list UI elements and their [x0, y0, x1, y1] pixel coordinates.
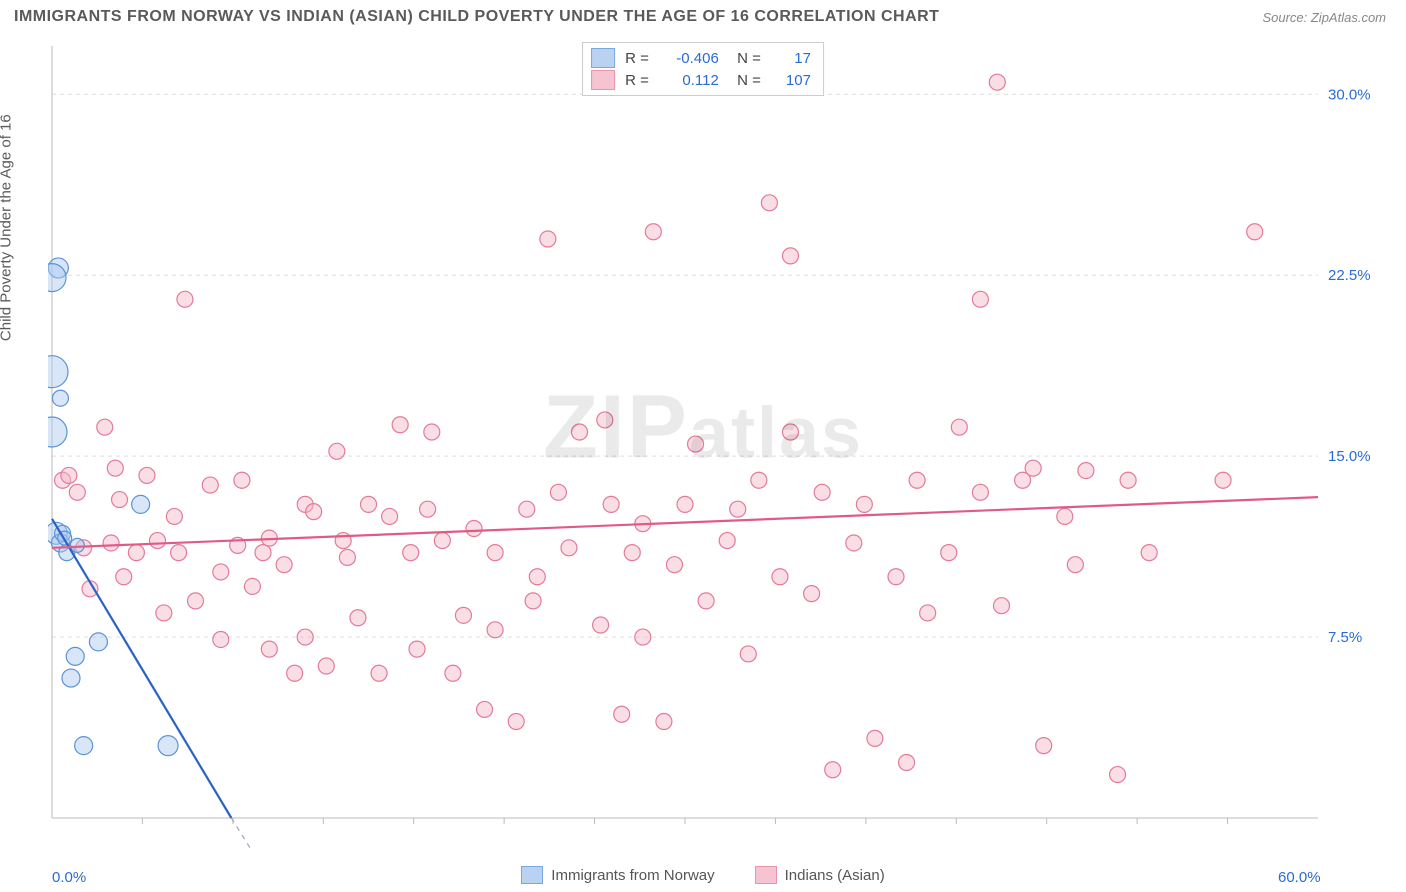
legend-n-value-1: 107	[771, 72, 811, 89]
legend-swatch-icon	[755, 866, 777, 884]
correlation-legend: R = -0.406 N = 17 R = 0.112 N = 107	[582, 42, 824, 96]
legend-label-0: Immigrants from Norway	[551, 867, 714, 884]
legend-r-value-1: 0.112	[659, 72, 719, 89]
legend-n-label: N =	[729, 72, 761, 89]
legend-row-series-0: R = -0.406 N = 17	[591, 47, 811, 69]
svg-text:30.0%: 30.0%	[1328, 86, 1371, 103]
x-axis-max-label: 60.0%	[1278, 869, 1321, 886]
svg-text:15.0%: 15.0%	[1328, 448, 1371, 465]
scatter-plot: 7.5% 15.0% 22.5% 30.0%	[48, 38, 1388, 848]
legend-item-0: Immigrants from Norway	[521, 866, 714, 884]
legend-swatch-0	[591, 48, 615, 68]
legend-r-value-0: -0.406	[659, 50, 719, 67]
legend-r-label: R =	[625, 50, 649, 67]
chart-title: IMMIGRANTS FROM NORWAY VS INDIAN (ASIAN)…	[14, 8, 939, 26]
legend-swatch-1	[591, 70, 615, 90]
x-axis-min-label: 0.0%	[52, 869, 86, 886]
legend-row-series-1: R = 0.112 N = 107	[591, 69, 811, 91]
y-axis-label: Child Poverty Under the Age of 16	[0, 114, 15, 341]
legend-swatch-icon	[521, 866, 543, 884]
legend-r-label: R =	[625, 72, 649, 89]
series-legend: Immigrants from Norway Indians (Asian)	[0, 866, 1406, 884]
source-attribution: Source: ZipAtlas.com	[1262, 10, 1386, 25]
legend-item-1: Indians (Asian)	[755, 866, 885, 884]
legend-n-value-0: 17	[771, 50, 811, 67]
chart-container: 7.5% 15.0% 22.5% 30.0%	[48, 38, 1388, 848]
svg-text:22.5%: 22.5%	[1328, 267, 1371, 284]
legend-label-1: Indians (Asian)	[785, 867, 885, 884]
legend-n-label: N =	[729, 50, 761, 67]
svg-text:7.5%: 7.5%	[1328, 629, 1362, 646]
